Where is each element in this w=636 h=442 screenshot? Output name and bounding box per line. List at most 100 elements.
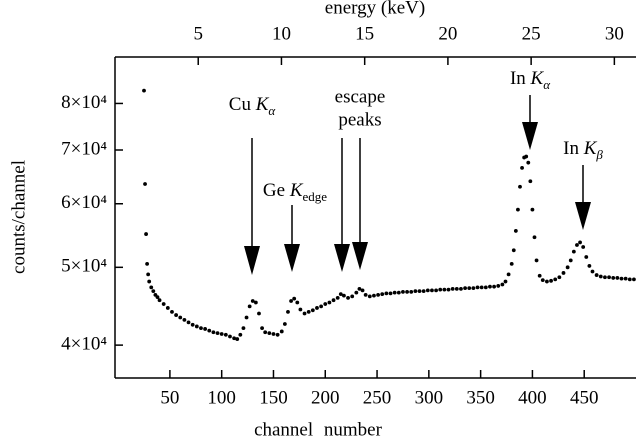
data-point <box>549 278 553 283</box>
y-tick-label: 8×10⁴ <box>61 92 107 113</box>
data-point <box>598 274 603 279</box>
x2-tick-label: 30 <box>605 23 624 44</box>
annotation-text: In <box>563 138 584 159</box>
data-point <box>199 326 203 331</box>
data-point <box>170 309 174 314</box>
data-point <box>417 289 422 294</box>
annotation-text: In <box>510 68 531 89</box>
annotation-symbol: K <box>583 138 598 159</box>
y-tick-label: 7×10⁴ <box>61 138 107 159</box>
data-point <box>211 330 216 335</box>
data-point <box>425 288 430 293</box>
data-point <box>302 311 307 316</box>
data-point <box>157 298 162 303</box>
data-point <box>279 329 284 334</box>
x2-tick-label: 25 <box>522 23 541 44</box>
y-tick-label: 6×10⁴ <box>61 192 107 213</box>
data-point <box>207 328 212 333</box>
data-point <box>459 286 463 291</box>
data-point <box>147 279 152 284</box>
data-point <box>286 309 290 314</box>
data-point <box>342 293 346 298</box>
data-point <box>430 288 434 293</box>
data-point <box>421 289 426 294</box>
data-point <box>338 292 343 297</box>
data-point <box>354 290 359 295</box>
data-point <box>247 304 252 309</box>
data-point <box>530 207 535 212</box>
x-axis-label: channel number <box>254 419 383 440</box>
data-point <box>434 288 438 293</box>
data-point <box>372 293 376 298</box>
data-point <box>235 337 240 341</box>
data-point <box>143 182 147 186</box>
data-point <box>438 287 443 292</box>
data-point <box>194 324 199 329</box>
data-point <box>282 322 287 326</box>
data-point <box>623 276 628 281</box>
data-point <box>532 235 537 240</box>
data-point <box>503 279 508 284</box>
data-point <box>488 284 492 289</box>
data-point <box>553 277 558 282</box>
x2-tick-label: 10 <box>272 23 291 44</box>
data-point <box>165 306 170 310</box>
annotation-label: In Kα <box>510 68 551 92</box>
data-point <box>144 232 148 236</box>
annotation-symbol: K <box>289 180 304 201</box>
x-tick-label: 150 <box>259 387 288 408</box>
data-point <box>298 307 303 312</box>
data-point <box>363 292 368 297</box>
data-point <box>253 300 258 305</box>
data-point <box>587 264 592 268</box>
data-point <box>292 296 297 301</box>
data-point <box>241 326 246 331</box>
data-point <box>319 304 324 309</box>
data-point <box>275 332 280 337</box>
data-point <box>250 299 255 303</box>
x2-axis-label: energy (keV) <box>325 0 425 18</box>
data-point <box>392 290 397 295</box>
data-point <box>581 245 586 249</box>
data-point <box>565 265 570 270</box>
data-point <box>396 290 401 295</box>
data-point <box>454 286 459 291</box>
data-point <box>568 258 573 263</box>
data-point <box>215 331 220 336</box>
data-point <box>306 309 311 314</box>
annotation-subscript: α <box>268 103 276 118</box>
data-point <box>513 229 518 233</box>
data-point <box>575 243 579 247</box>
data-point <box>267 331 272 336</box>
data-point <box>405 289 409 294</box>
x-tick-label: 200 <box>311 387 340 408</box>
data-point <box>611 276 616 280</box>
x2-tick-label: 5 <box>193 23 203 44</box>
annotation-subscript: edge <box>303 189 328 204</box>
data-point <box>142 88 146 93</box>
annotation-label: escape <box>335 86 386 107</box>
data-point <box>540 278 545 283</box>
data-point <box>295 300 300 305</box>
data-point <box>310 308 315 313</box>
y-tick-label: 5×10⁴ <box>61 256 107 277</box>
annotation-text: Ge <box>263 180 290 201</box>
data-point <box>627 277 632 282</box>
annotation-symbol: K <box>255 94 270 115</box>
data-point <box>557 275 562 280</box>
annotation-text: Cu <box>229 94 256 115</box>
y-tick-label: 4×10⁴ <box>61 333 107 354</box>
data-point <box>346 296 350 300</box>
data-point <box>376 292 380 297</box>
annotation-label: Cu Kα <box>229 94 277 118</box>
data-point <box>331 298 336 303</box>
data-point <box>524 154 529 159</box>
data-point <box>578 240 582 245</box>
data-point <box>360 288 365 293</box>
data-point <box>545 279 549 284</box>
data-point <box>509 261 514 266</box>
data-point <box>323 302 328 306</box>
data-point <box>315 306 319 310</box>
data-point <box>442 287 447 292</box>
